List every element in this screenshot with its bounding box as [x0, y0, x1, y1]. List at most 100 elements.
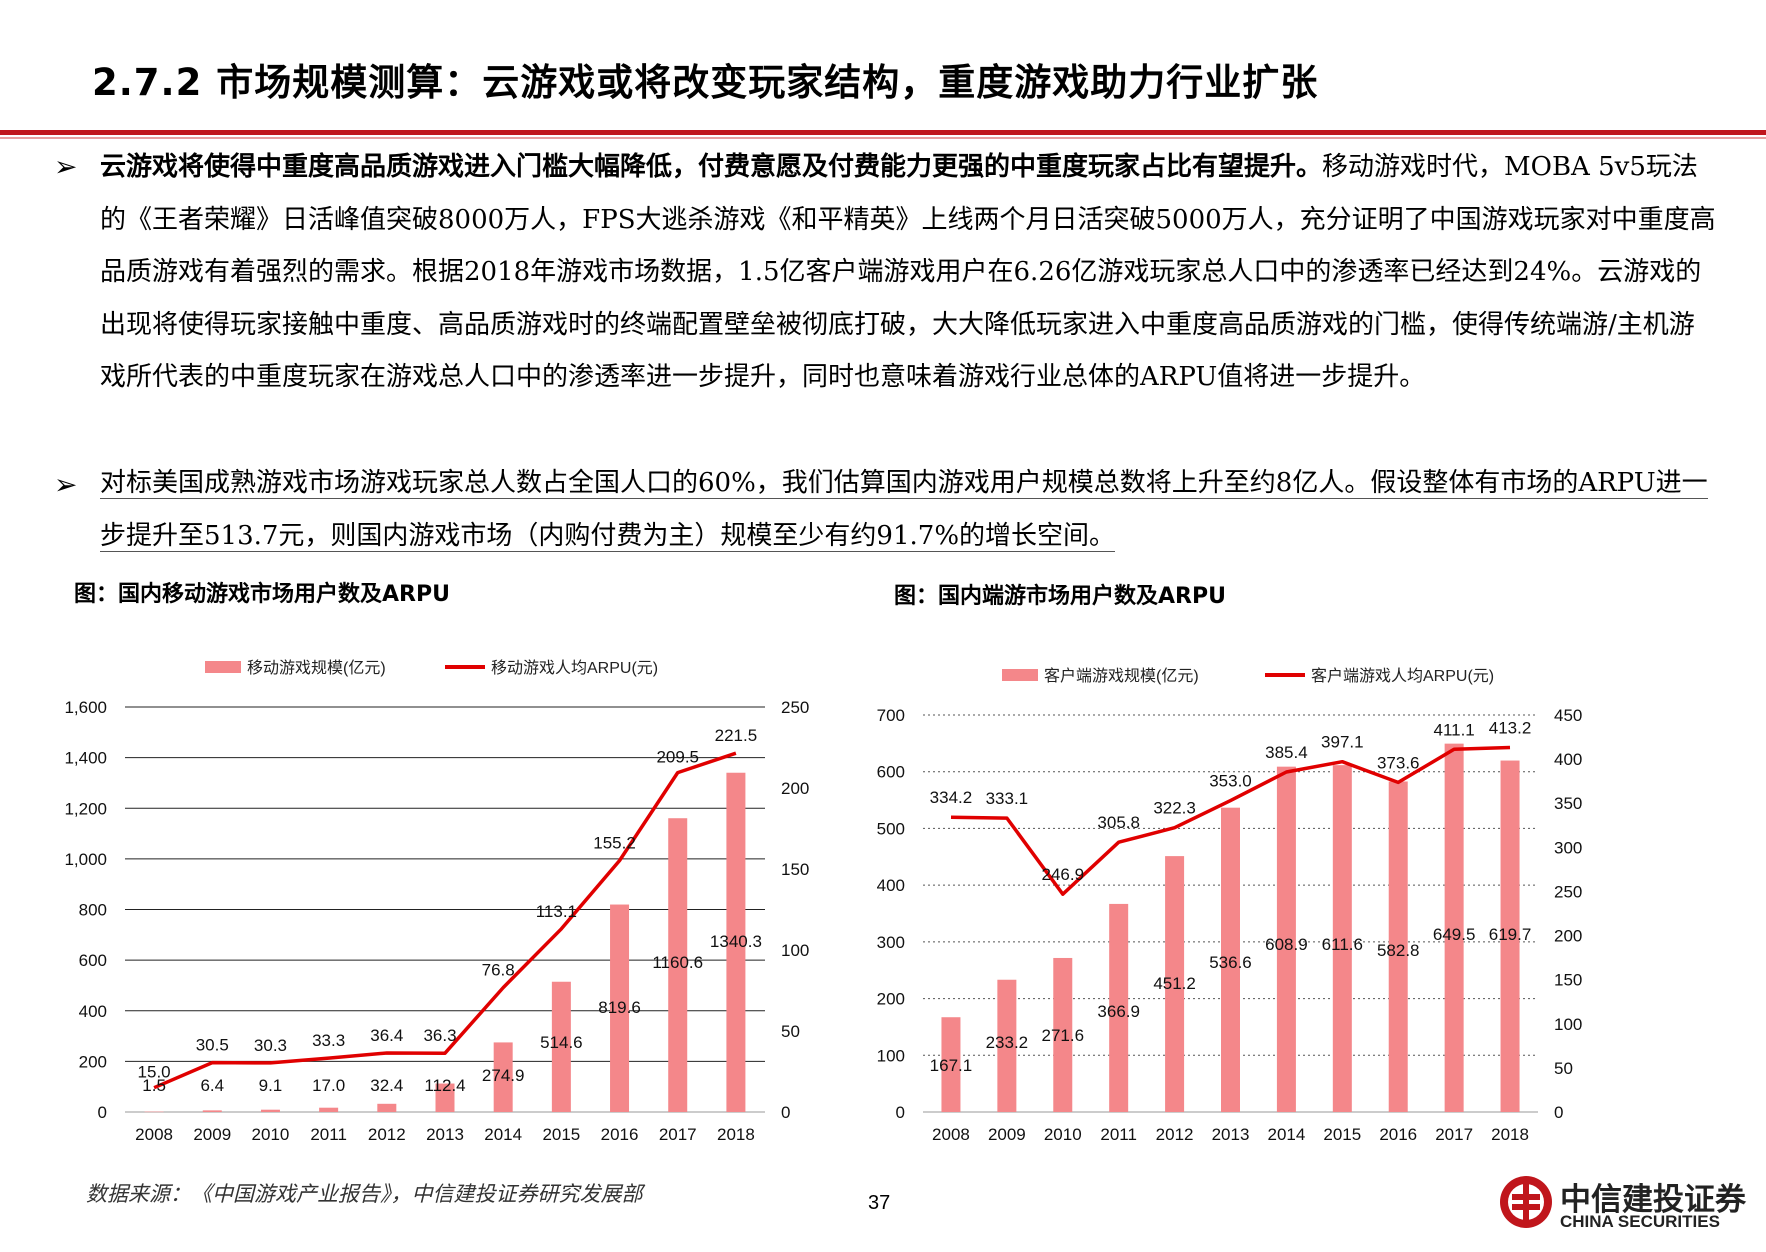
bar-2012 [377, 1103, 397, 1112]
bar-2017 [1444, 743, 1464, 1112]
bar-2012 [1165, 856, 1185, 1112]
legend-bar-swatch [205, 661, 241, 673]
x-tick-label: 2018 [1491, 1125, 1529, 1144]
y-right-tick-label: 200 [1554, 927, 1582, 946]
y-left-tick-label: 800 [79, 901, 107, 920]
y-left-tick-label: 1,200 [64, 799, 107, 818]
bar-data-label: 112.4 [424, 1076, 465, 1095]
x-tick-label: 2016 [1379, 1125, 1417, 1144]
line-data-label: 76.8 [482, 961, 515, 980]
chart-right-caption: 图：国内端游市场用户数及ARPU [894, 584, 1226, 609]
bar-data-label: 271.6 [1041, 1026, 1084, 1045]
x-tick-label: 2016 [601, 1125, 639, 1144]
bar-2018 [1500, 760, 1520, 1112]
y-right-tick-label: 150 [1554, 971, 1582, 990]
x-tick-label: 2011 [1100, 1125, 1137, 1144]
bar-data-label: 649.5 [1433, 925, 1476, 944]
chart-left-caption: 图：国内移动游戏市场用户数及ARPU [74, 582, 450, 607]
y-right-tick-label: 0 [781, 1103, 790, 1122]
x-tick-label: 2018 [717, 1125, 755, 1144]
x-tick-label: 2012 [368, 1125, 406, 1144]
x-tick-label: 2010 [252, 1125, 290, 1144]
y-right-tick-label: 450 [1554, 706, 1582, 725]
bar-data-label: 608.9 [1265, 935, 1308, 954]
line-data-label: 397.1 [1321, 733, 1364, 752]
bar-data-label: 17.0 [312, 1076, 345, 1095]
y-left-tick-label: 400 [877, 876, 905, 895]
y-right-tick-label: 200 [781, 779, 809, 798]
bullet-arrow-icon: ➢ [54, 469, 78, 500]
y-left-tick-label: 1,400 [64, 749, 107, 768]
bar-data-label: 274.9 [482, 1066, 525, 1085]
x-tick-label: 2011 [310, 1125, 347, 1144]
y-right-tick-label: 150 [781, 860, 809, 879]
x-tick-label: 2013 [426, 1125, 464, 1144]
line-data-label: 155.2 [593, 834, 636, 853]
line-data-label: 30.3 [254, 1036, 287, 1055]
bar-2011 [1109, 903, 1129, 1112]
x-tick-label: 2012 [1156, 1125, 1194, 1144]
title-divider-shadow [0, 137, 1766, 139]
data-source: 数据来源：《中国游戏产业报告》，中信建投证券研究发展部 [86, 1182, 643, 1206]
logo-text-cn: 中信建投证券 [1560, 1182, 1746, 1218]
x-tick-label: 2008 [932, 1125, 970, 1144]
bar-2017 [668, 818, 688, 1112]
x-tick-label: 2017 [659, 1125, 697, 1144]
line-data-label: 221.5 [715, 726, 758, 745]
x-tick-label: 2008 [135, 1125, 173, 1144]
line-data-label: 353.0 [1209, 772, 1252, 791]
y-right-tick-label: 100 [781, 941, 809, 960]
y-right-tick-label: 100 [1554, 1015, 1582, 1034]
y-right-tick-label: 250 [1554, 882, 1582, 901]
y-left-tick-label: 600 [79, 951, 107, 970]
client-game-chart: 客户端游戏规模(亿元) 客户端游戏人均ARPU(元) 0 100 200 300 400 50… [877, 667, 1583, 1144]
bar-data-label: 619.7 [1489, 925, 1532, 944]
bar-2015 [1332, 765, 1352, 1112]
bar-2018 [726, 772, 746, 1112]
bar-2015 [551, 981, 571, 1112]
line-data-label: 322.3 [1153, 799, 1196, 818]
page-number: 37 [868, 1192, 891, 1214]
bar-data-label: 1160.6 [652, 953, 703, 972]
line-data-label: 15.0 [138, 1063, 171, 1082]
bar-data-label: 611.6 [1322, 935, 1363, 954]
line-data-label: 385.4 [1265, 743, 1308, 762]
bar-data-label: 1.5 [142, 1076, 166, 1095]
x-tick-label: 2009 [988, 1125, 1026, 1144]
y-right-tick-label: 250 [781, 698, 809, 717]
logo-text-en: CHINA SECURITIES [1560, 1212, 1720, 1231]
x-tick-label: 2014 [1267, 1125, 1305, 1144]
legend-bar-label: 移动游戏规模(亿元) [247, 659, 386, 677]
bar-data-label: 1340.3 [710, 932, 762, 951]
legend-bar-label: 客户端游戏规模(亿元) [1044, 667, 1199, 685]
bar-2014 [493, 1042, 513, 1112]
legend-bar-swatch [1002, 669, 1038, 681]
y-left-tick-label: 400 [79, 1002, 107, 1021]
y-left-tick-label: 0 [896, 1103, 905, 1122]
y-right-tick-label: 0 [1554, 1103, 1563, 1122]
line-data-label: 36.3 [423, 1026, 456, 1045]
title-divider [0, 130, 1766, 135]
y-left-tick-label: 700 [877, 706, 905, 725]
mobile-game-chart: 移动游戏规模(亿元) 移动游戏人均ARPU(元) 0 200 400 600 800 1,00… [64, 659, 809, 1144]
y-left-tick-label: 0 [98, 1103, 107, 1122]
line-data-label: 411.1 [1433, 720, 1474, 739]
bar-2008 [941, 1017, 961, 1112]
y-left-tick-label: 1,600 [64, 698, 107, 717]
line-data-label: 209.5 [656, 748, 699, 767]
x-tick-label: 2014 [484, 1125, 522, 1144]
x-tick-label: 2015 [542, 1125, 580, 1144]
paragraph-1-body: 移动游戏时代，MOBA 5v5玩法的《王者荣耀》日活峰值突破8000万人，FPS… [100, 152, 1716, 392]
page-title: 2.7.2 市场规模测算：云游戏或将改变玩家结构，重度游戏助力行业扩张 [92, 61, 1319, 104]
bar-2016 [610, 904, 630, 1112]
y-left-tick-label: 500 [877, 819, 905, 838]
x-tick-label: 2010 [1044, 1125, 1082, 1144]
bar-2013 [435, 1083, 455, 1112]
line-data-label: 305.8 [1097, 813, 1140, 832]
bar-2014 [1276, 766, 1296, 1112]
y-right-tick-label: 50 [1554, 1059, 1573, 1078]
bar-data-label: 451.2 [1153, 974, 1196, 993]
bar-data-label: 536.6 [1209, 953, 1252, 972]
x-tick-label: 2015 [1323, 1125, 1361, 1144]
legend-line-label: 移动游戏人均ARPU(元) [491, 659, 658, 677]
